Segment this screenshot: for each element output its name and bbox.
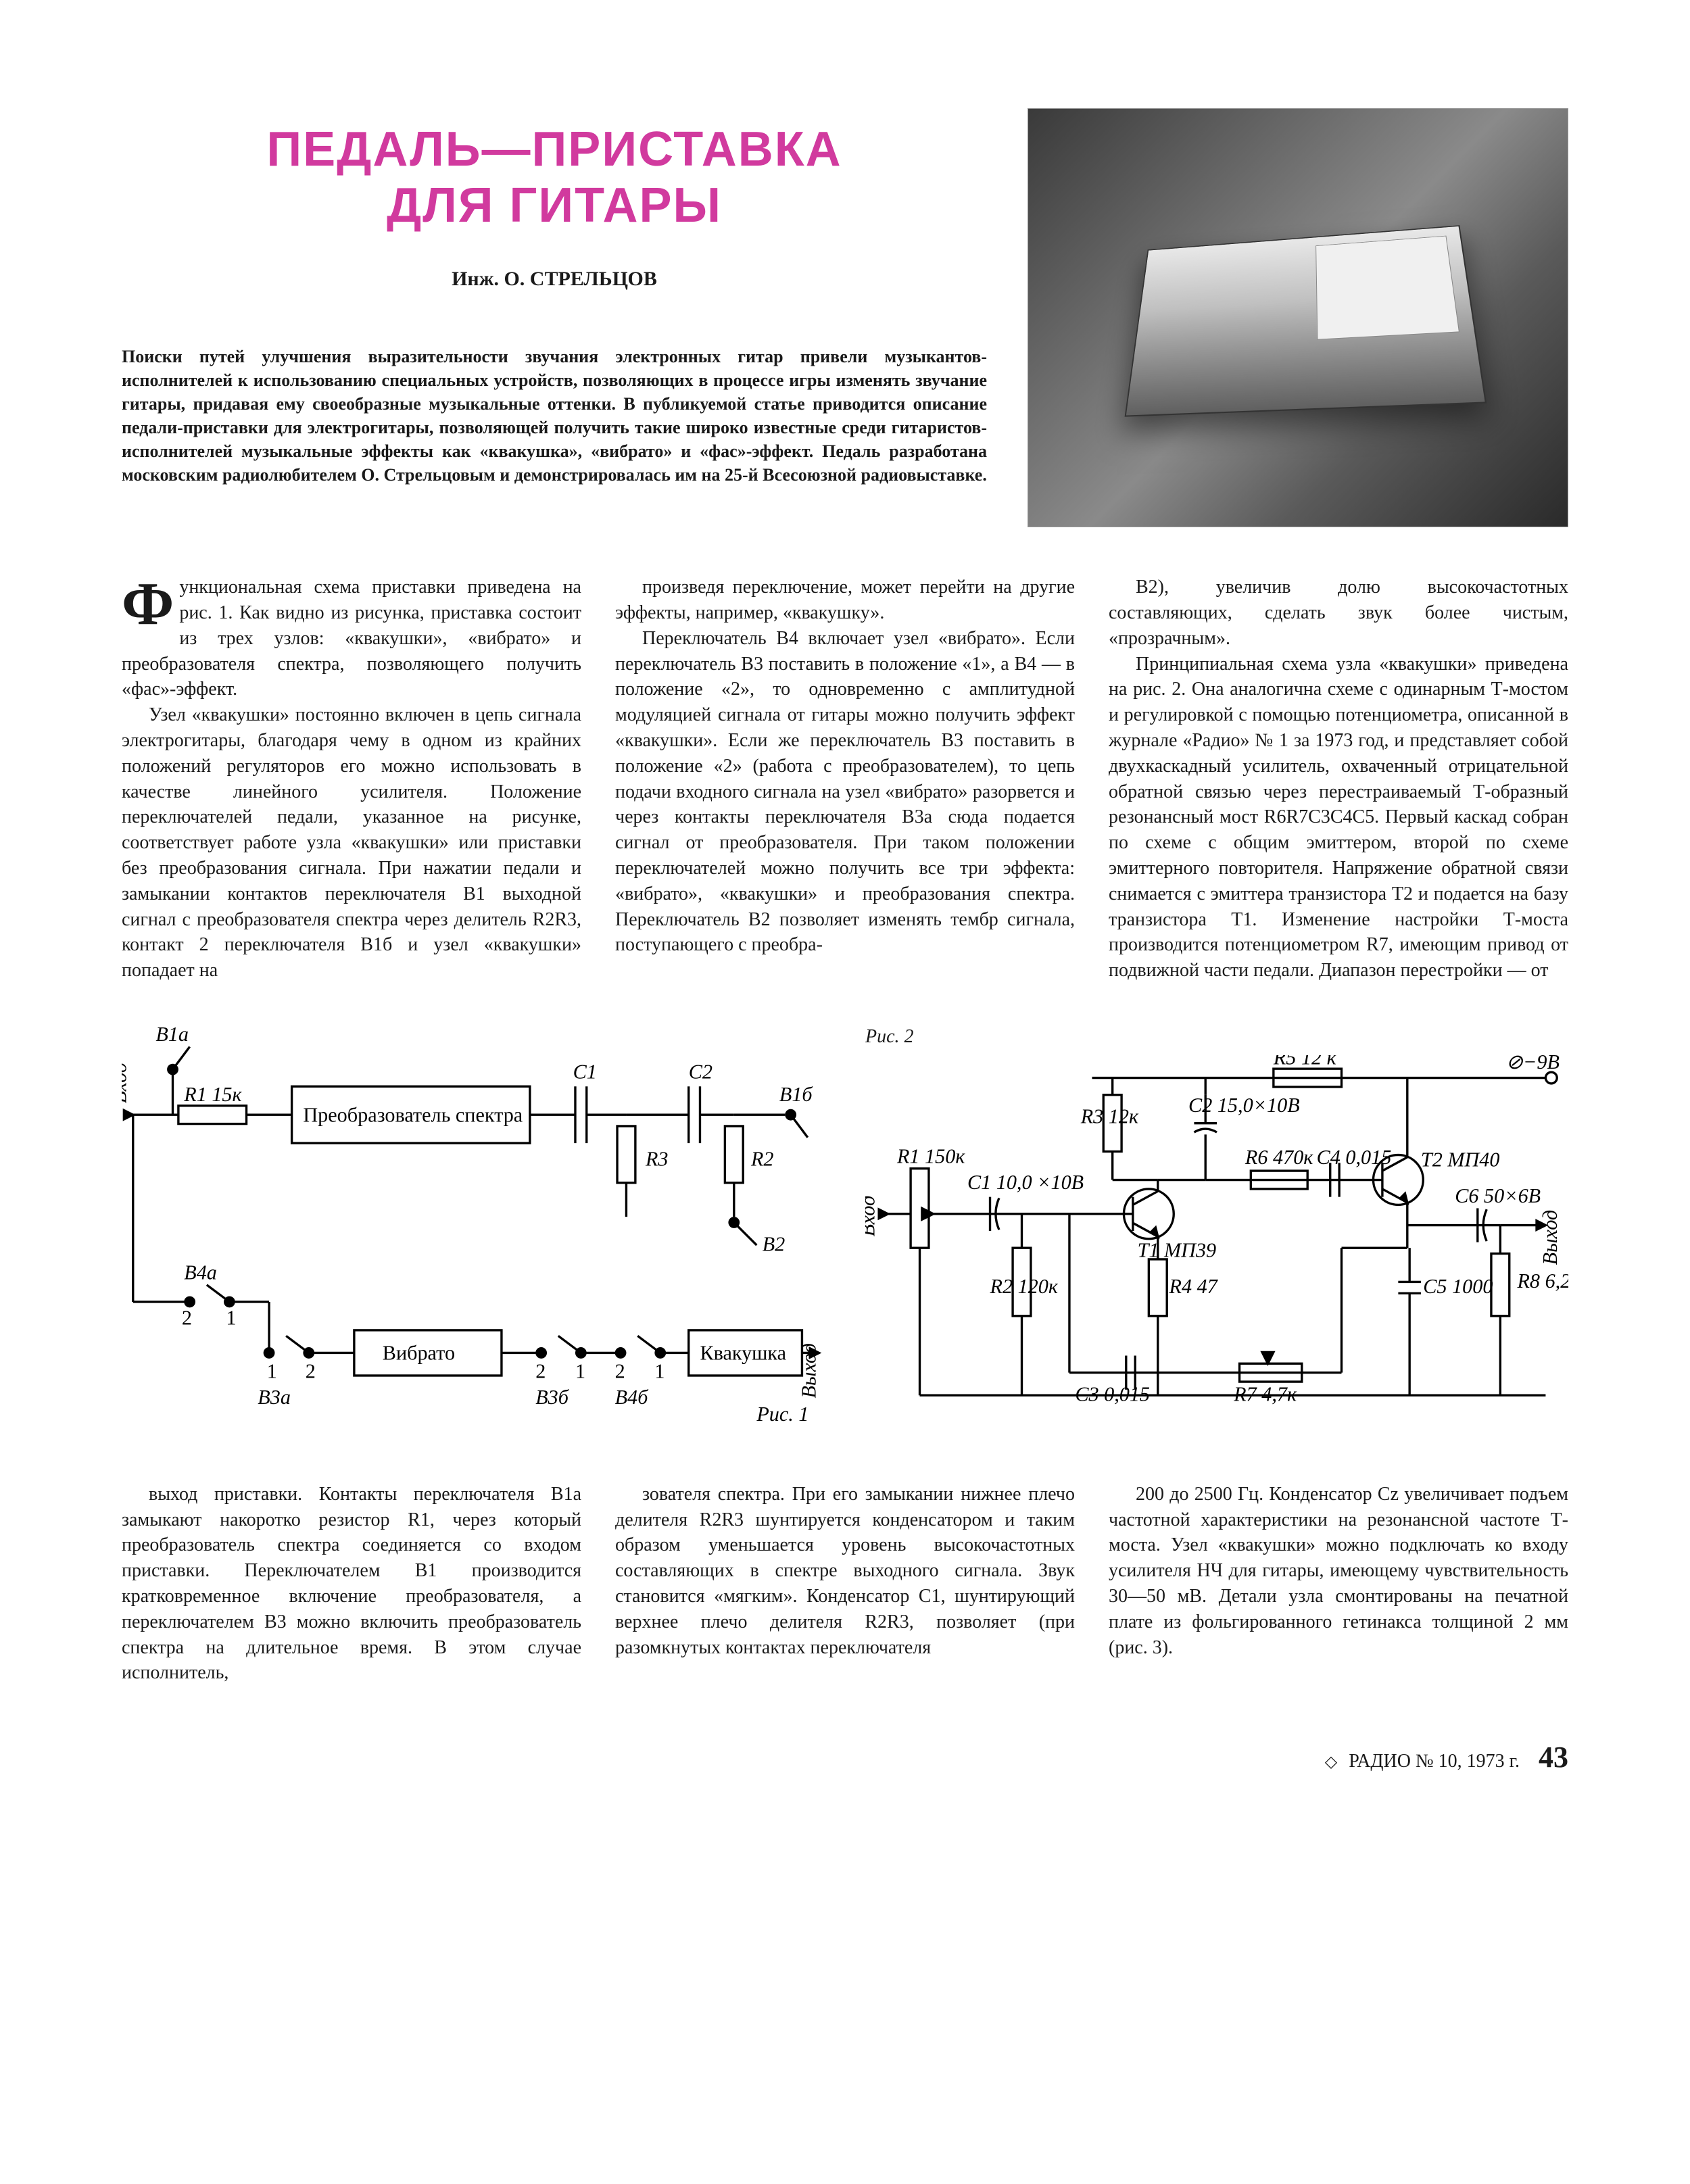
fig2-input: Вход bbox=[865, 1195, 879, 1236]
fig2-c2: С2 15,0×10В bbox=[1188, 1094, 1300, 1117]
photo-pedal-top bbox=[1315, 236, 1459, 340]
svg-text:2: 2 bbox=[306, 1359, 316, 1382]
fig1-b1b: В1б bbox=[779, 1083, 813, 1106]
svg-text:1: 1 bbox=[226, 1306, 236, 1329]
device-photo bbox=[1028, 108, 1568, 527]
fig2-c5: С5 1000 bbox=[1423, 1275, 1493, 1298]
fig1-b2: B2 bbox=[763, 1232, 786, 1255]
fig1-b3b: В3б bbox=[535, 1386, 569, 1409]
body-p6: зователя спектра. При его замыкании нижн… bbox=[615, 1482, 1075, 1661]
fig1-r3: R3 bbox=[645, 1148, 669, 1171]
fig2-r1: R1 150к bbox=[896, 1144, 965, 1167]
fig2-r3: R3 12к bbox=[1080, 1105, 1139, 1127]
body-p4: произведя переключение, может перейти на… bbox=[615, 575, 1075, 626]
fig1-input-label: Вход bbox=[122, 1063, 131, 1104]
fig1-vibrato: Вибрато bbox=[383, 1341, 455, 1364]
fig1-r2: R2 bbox=[750, 1148, 774, 1171]
body-p1-text: ункциональная схема приставки приведена … bbox=[122, 577, 581, 700]
svg-text:1: 1 bbox=[575, 1359, 585, 1382]
fig2-t1: Т1 МП39 bbox=[1138, 1238, 1217, 1261]
fig2-r2: R2 120к bbox=[990, 1275, 1059, 1298]
fig1-c2: С2 bbox=[689, 1060, 713, 1083]
fig1-b3a: В3а bbox=[258, 1386, 291, 1409]
figure-1: Вход R1 15к Преобразователь спектра В1а … bbox=[122, 1024, 825, 1440]
fig1-b4b: В4б bbox=[615, 1386, 649, 1409]
fig2-r4: R4 47 bbox=[1169, 1275, 1219, 1298]
fig1-label: Рис. 1 bbox=[756, 1403, 808, 1426]
fig2-r7: R7 4,7к bbox=[1233, 1382, 1297, 1405]
svg-text:1: 1 bbox=[267, 1359, 277, 1382]
fig2-t2: Т2 МП40 bbox=[1421, 1148, 1500, 1171]
fig2-label: Рис. 2 bbox=[865, 1024, 1568, 1050]
fig1-b4a: В4а bbox=[184, 1261, 217, 1284]
dropcap: Ф bbox=[122, 575, 179, 631]
page-footer: ◇ РАДИО № 10, 1973 г. 43 bbox=[122, 1740, 1568, 1774]
fig2-r5: R5 12 к bbox=[1273, 1055, 1337, 1069]
figure-2: Рис. 2 bbox=[865, 1024, 1568, 1448]
fig2-r6: R6 470к bbox=[1245, 1146, 1313, 1169]
title-line-2: ДЛЯ ГИТАРЫ bbox=[387, 178, 722, 233]
figure-2-schematic: Вход R1 150к С1 10,0 ×10В R2 120к R3 12к… bbox=[865, 1055, 1568, 1440]
title-block: ПЕДАЛЬ—ПРИСТАВКА ДЛЯ ГИТАРЫ Инж. О. СТРЕ… bbox=[122, 108, 987, 534]
body-p1: Функциональная схема приставки приведена… bbox=[122, 575, 581, 702]
svg-text:2: 2 bbox=[535, 1359, 546, 1382]
fig1-kvakushka: Квакушка bbox=[700, 1341, 786, 1364]
body-p5: Переключатель В4 включает узел «вибрато»… bbox=[615, 626, 1075, 958]
svg-text:1: 1 bbox=[654, 1359, 665, 1382]
fig2-output: Выход bbox=[1539, 1210, 1562, 1265]
fig2-c3: С3 0,015 bbox=[1075, 1382, 1150, 1405]
fig1-b1a: В1а bbox=[155, 1024, 189, 1046]
fig2-r8: R8 6,2к bbox=[1517, 1269, 1568, 1292]
footer-magazine: РАДИО № 10, 1973 г. bbox=[1349, 1751, 1520, 1772]
body-p2: Узел «квакушки» постоянно включен в цепь… bbox=[122, 702, 581, 984]
photo-pedal-body bbox=[1125, 225, 1487, 417]
figures-row: Вход R1 15к Преобразователь спектра В1а … bbox=[122, 1024, 1568, 1448]
page-header: ПЕДАЛЬ—ПРИСТАВКА ДЛЯ ГИТАРЫ Инж. О. СТРЕ… bbox=[122, 108, 1568, 534]
title-line-1: ПЕДАЛЬ—ПРИСТАВКА bbox=[266, 122, 842, 176]
figure-1-schematic: Вход R1 15к Преобразователь спектра В1а … bbox=[122, 1024, 825, 1432]
body-p7: В2), увеличив долю высокочастотных соста… bbox=[1109, 575, 1568, 651]
fig2-9v: ⊘−9В bbox=[1506, 1055, 1560, 1073]
svg-text:2: 2 bbox=[615, 1359, 625, 1382]
body-p8: Принципиальная схема узла «квакушки» при… bbox=[1109, 652, 1568, 984]
body-p9: 200 до 2500 Гц. Конденсатор Сz увеличива… bbox=[1109, 1482, 1568, 1661]
body-p3: выход приставки. Контакты переключателя … bbox=[122, 1482, 581, 1686]
fig1-c1: С1 bbox=[573, 1060, 597, 1083]
fig2-c6: С6 50×6В bbox=[1455, 1184, 1541, 1207]
fig1-preob: Преобразователь спектра bbox=[303, 1103, 523, 1126]
article-title: ПЕДАЛЬ—ПРИСТАВКА ДЛЯ ГИТАРЫ bbox=[122, 122, 987, 234]
fig1-12a: 2 bbox=[182, 1306, 192, 1329]
lead-paragraph: Поиски путей улучшения выразительности з… bbox=[122, 345, 987, 487]
author: Инж. О. СТРЕЛЬЦОВ bbox=[122, 268, 987, 291]
page-number: 43 bbox=[1539, 1741, 1568, 1774]
fig1-r1: R1 15к bbox=[183, 1083, 242, 1106]
fig2-c1: С1 10,0 ×10В bbox=[967, 1171, 1084, 1194]
footer-diamond: ◇ bbox=[1325, 1753, 1337, 1771]
fig1-output: Выход bbox=[798, 1343, 821, 1399]
fig2-c4: С4 0,015 bbox=[1317, 1146, 1392, 1169]
body-columns: Функциональная схема приставки приведена… bbox=[122, 575, 1568, 1686]
